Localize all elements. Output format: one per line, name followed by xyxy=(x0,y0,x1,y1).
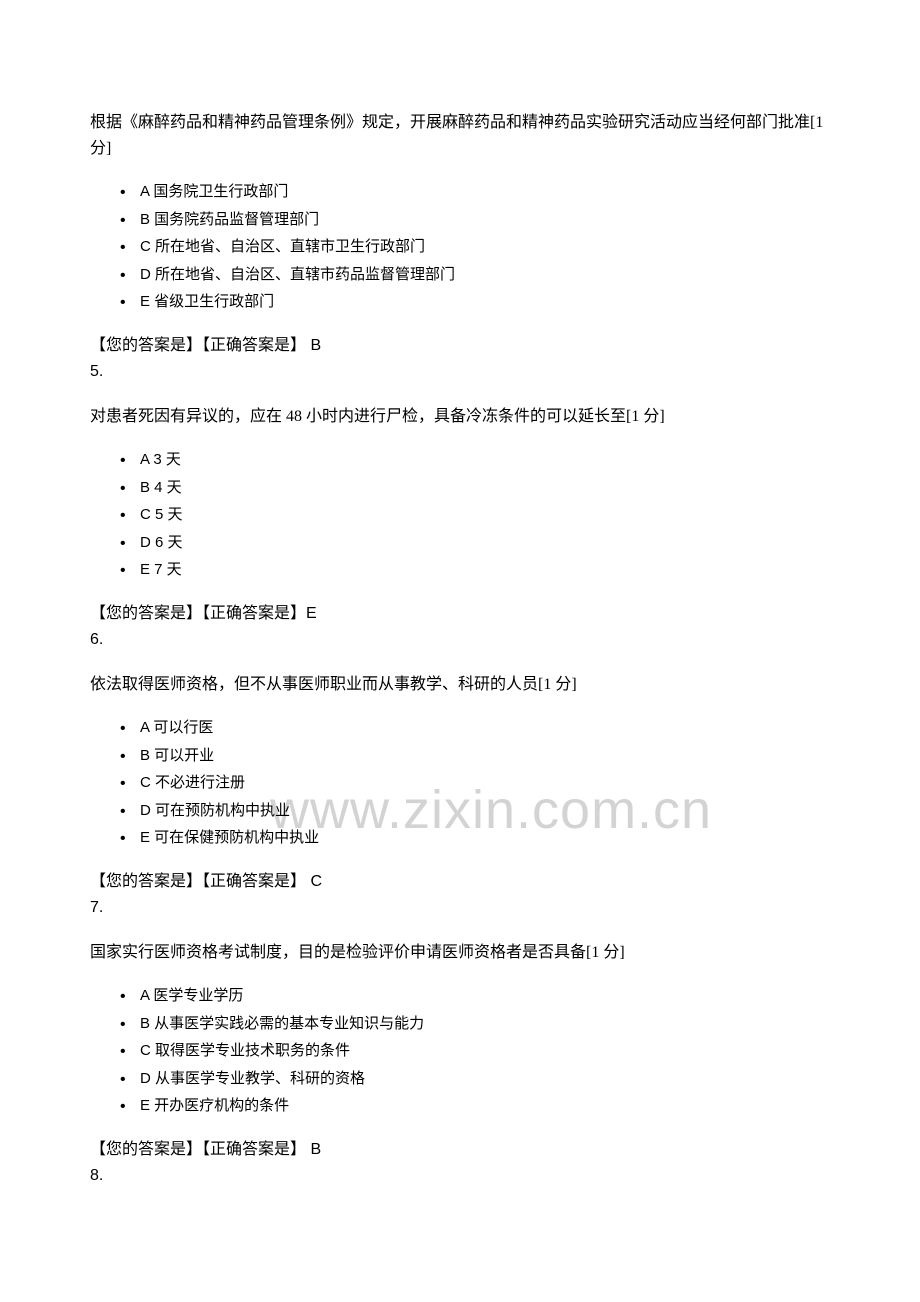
options-list: A 3 天 B 4 天 C 5 天 D 6 天 E 7 天 xyxy=(90,449,830,582)
option-item: C 5 天 xyxy=(140,504,830,527)
option-item: E 可在保健预防机构中执业 xyxy=(140,827,830,850)
correct-answer-label: 【正确答案是】 xyxy=(202,873,306,890)
option-item: A 可以行医 xyxy=(140,717,830,740)
correct-answer-label: 【正确答案是】 xyxy=(202,337,306,354)
option-item: C 取得医学专业技术职务的条件 xyxy=(140,1040,830,1063)
option-item: B 从事医学实践必需的基本专业知识与能力 xyxy=(140,1013,830,1036)
option-item: B 4 天 xyxy=(140,477,830,500)
option-item: C 不必进行注册 xyxy=(140,772,830,795)
correct-answer-value: E xyxy=(306,605,317,622)
question-number: 5. xyxy=(90,360,830,384)
option-item: A 医学专业学历 xyxy=(140,985,830,1008)
answer-line: 【您的答案是】【正确答案是】 B xyxy=(90,334,830,358)
question-number: 7. xyxy=(90,896,830,920)
correct-answer-label: 【正确答案是】 xyxy=(202,605,306,622)
option-item: E 省级卫生行政部门 xyxy=(140,291,830,314)
correct-answer-value: B xyxy=(306,1141,321,1158)
your-answer-label: 【您的答案是】 xyxy=(90,605,202,622)
option-item: E 7 天 xyxy=(140,559,830,582)
question-text: 对患者死因有异议的，应在 48 小时内进行尸检，具备冷冻条件的可以延长至[1 分… xyxy=(90,404,830,430)
options-list: A 国务院卫生行政部门 B 国务院药品监督管理部门 C 所在地省、自治区、直辖市… xyxy=(90,181,830,314)
option-item: C 所在地省、自治区、直辖市卫生行政部门 xyxy=(140,236,830,259)
options-list: A 医学专业学历 B 从事医学实践必需的基本专业知识与能力 C 取得医学专业技术… xyxy=(90,985,830,1118)
option-item: D 6 天 xyxy=(140,532,830,555)
option-item: A 3 天 xyxy=(140,449,830,472)
question-text: 依法取得医师资格，但不从事医师职业而从事教学、科研的人员[1 分] xyxy=(90,672,830,698)
option-item: D 所在地省、自治区、直辖市药品监督管理部门 xyxy=(140,264,830,287)
your-answer-label: 【您的答案是】 xyxy=(90,873,202,890)
correct-answer-label: 【正确答案是】 xyxy=(202,1141,306,1158)
your-answer-label: 【您的答案是】 xyxy=(90,1141,202,1158)
document-body: www.zixin.com.cn 根据《麻醉药品和精神药品管理条例》规定，开展麻… xyxy=(90,110,830,1188)
option-item: B 国务院药品监督管理部门 xyxy=(140,209,830,232)
question-text: 根据《麻醉药品和精神药品管理条例》规定，开展麻醉药品和精神药品实验研究活动应当经… xyxy=(90,110,830,161)
option-item: D 从事医学专业教学、科研的资格 xyxy=(140,1068,830,1091)
correct-answer-value: C xyxy=(306,873,322,890)
options-list: A 可以行医 B 可以开业 C 不必进行注册 D 可在预防机构中执业 E 可在保… xyxy=(90,717,830,850)
option-item: E 开办医疗机构的条件 xyxy=(140,1095,830,1118)
option-item: B 可以开业 xyxy=(140,745,830,768)
question-number: 8. xyxy=(90,1164,830,1188)
option-item: D 可在预防机构中执业 xyxy=(140,800,830,823)
question-number: 6. xyxy=(90,628,830,652)
your-answer-label: 【您的答案是】 xyxy=(90,337,202,354)
correct-answer-value: B xyxy=(306,337,321,354)
answer-line: 【您的答案是】【正确答案是】 B xyxy=(90,1138,830,1162)
option-item: A 国务院卫生行政部门 xyxy=(140,181,830,204)
answer-line: 【您的答案是】【正确答案是】 C xyxy=(90,870,830,894)
answer-line: 【您的答案是】【正确答案是】E xyxy=(90,602,830,626)
question-text: 国家实行医师资格考试制度，目的是检验评价申请医师资格者是否具备[1 分] xyxy=(90,940,830,966)
